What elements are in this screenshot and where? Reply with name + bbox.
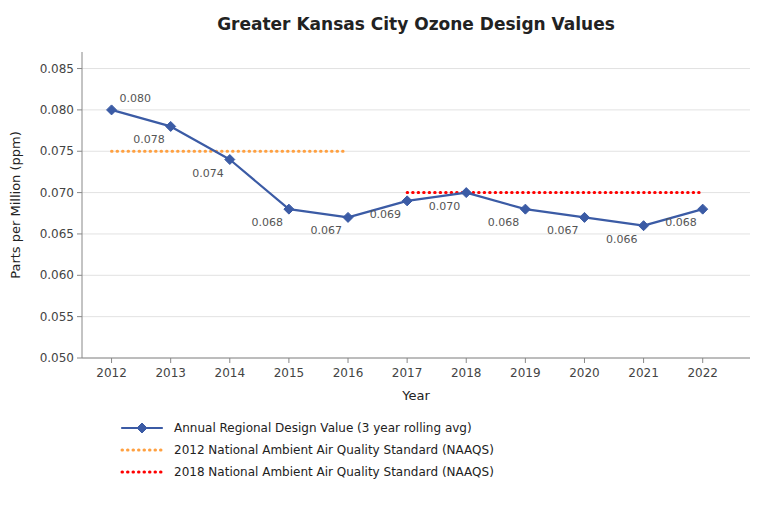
data-label: 0.067	[311, 224, 343, 237]
point-marker	[343, 212, 353, 222]
series-line	[112, 110, 703, 226]
y-tick-label: 0.065	[40, 227, 74, 241]
y-tick	[77, 109, 82, 110]
point-marker	[579, 212, 589, 222]
x-tick-label: 2019	[510, 366, 541, 380]
point-marker	[402, 196, 412, 206]
x-tick-label: 2021	[628, 366, 659, 380]
point-marker	[107, 105, 117, 115]
x-tick-label: 2022	[687, 366, 718, 380]
point-marker	[461, 188, 471, 198]
x-tick-label: 2013	[155, 366, 186, 380]
y-tick-label: 0.080	[40, 103, 74, 117]
grid-line	[82, 358, 750, 359]
x-tick-label: 2018	[451, 366, 482, 380]
y-tick	[77, 151, 82, 152]
x-axis: 2012 2013 2014 2015 2016 2017 2018 2019 2020 2021…	[82, 358, 750, 380]
y-tick-label: 0.055	[40, 310, 74, 324]
grid-line	[82, 151, 750, 152]
x-axis-label: Year	[401, 388, 430, 403]
grid-line	[82, 233, 750, 234]
x-tick	[170, 358, 171, 363]
x-tick	[111, 358, 112, 363]
y-axis-line	[82, 52, 83, 358]
data-label: 0.068	[665, 216, 697, 229]
point-marker	[639, 221, 649, 231]
x-tick	[407, 358, 408, 363]
x-axis-line	[82, 358, 750, 359]
data-label: 0.078	[133, 133, 165, 146]
title: Greater Kansas City Ozone Design Values	[217, 14, 615, 34]
x-tick	[525, 358, 526, 363]
data-label: 0.069	[370, 208, 402, 221]
point-marker	[225, 155, 235, 165]
legend-marker	[137, 423, 147, 433]
data-label: 0.074	[192, 167, 224, 180]
data-labels: 0.080 0.078 0.074 0.068 0.067 0.069 0.070 0.068…	[120, 92, 697, 246]
chart: Greater Kansas City Ozone Design Values 0…	[0, 0, 768, 518]
data-label: 0.080	[120, 92, 152, 105]
grid-line	[82, 316, 750, 317]
x-tick	[348, 358, 349, 363]
point-marker	[520, 204, 530, 214]
legend-label: 2018 National Ambient Air Quality Standa…	[174, 465, 494, 479]
y-tick	[77, 233, 82, 234]
series-line	[112, 150, 348, 153]
y-tick	[77, 275, 82, 276]
grid-line	[82, 192, 750, 193]
x-tick-label: 2016	[333, 366, 364, 380]
data-label: 0.068	[488, 216, 520, 229]
data-label: 0.066	[606, 233, 638, 246]
y-tick	[77, 358, 82, 359]
x-tick	[584, 358, 585, 363]
y-tick-label: 0.050	[40, 351, 74, 365]
y-tick	[77, 316, 82, 317]
grid-line	[82, 109, 750, 110]
data-label: 0.068	[251, 216, 283, 229]
data-label: 0.070	[429, 200, 461, 213]
y-tick-label: 0.060	[40, 268, 74, 282]
x-tick-label: 2012	[96, 366, 127, 380]
data-label: 0.067	[547, 224, 579, 237]
point-marker	[698, 204, 708, 214]
point-marker	[284, 204, 294, 214]
grid-line	[82, 275, 750, 276]
y-tick	[77, 68, 82, 69]
x-tick	[229, 358, 230, 363]
x-tick	[702, 358, 703, 363]
x-tick	[643, 358, 644, 363]
y-tick-label: 0.070	[40, 186, 74, 200]
y-axis: 0.050 0.055 0.060 0.065 0.070 0.075 0.080 0.085	[40, 52, 82, 365]
y-tick-label: 0.075	[40, 144, 74, 158]
plot-area	[107, 105, 708, 231]
legend-swatch	[122, 471, 162, 474]
x-tick	[288, 358, 289, 363]
grid-line	[82, 68, 750, 69]
legend-swatch	[122, 449, 162, 452]
x-tick-label: 2017	[392, 366, 423, 380]
y-axis-label: Parts per Million (ppm)	[8, 131, 23, 279]
legend: Annual Regional Design Value (3 year rol…	[122, 421, 494, 479]
legend-label: 2012 National Ambient Air Quality Standa…	[174, 443, 494, 457]
point-marker	[166, 121, 176, 131]
x-tick	[466, 358, 467, 363]
x-tick-label: 2015	[274, 366, 305, 380]
y-tick-label: 0.085	[40, 62, 74, 76]
grid	[82, 69, 750, 358]
x-tick-label: 2020	[569, 366, 600, 380]
y-tick	[77, 192, 82, 193]
x-tick-label: 2014	[215, 366, 246, 380]
legend-label: Annual Regional Design Value (3 year rol…	[174, 421, 472, 435]
